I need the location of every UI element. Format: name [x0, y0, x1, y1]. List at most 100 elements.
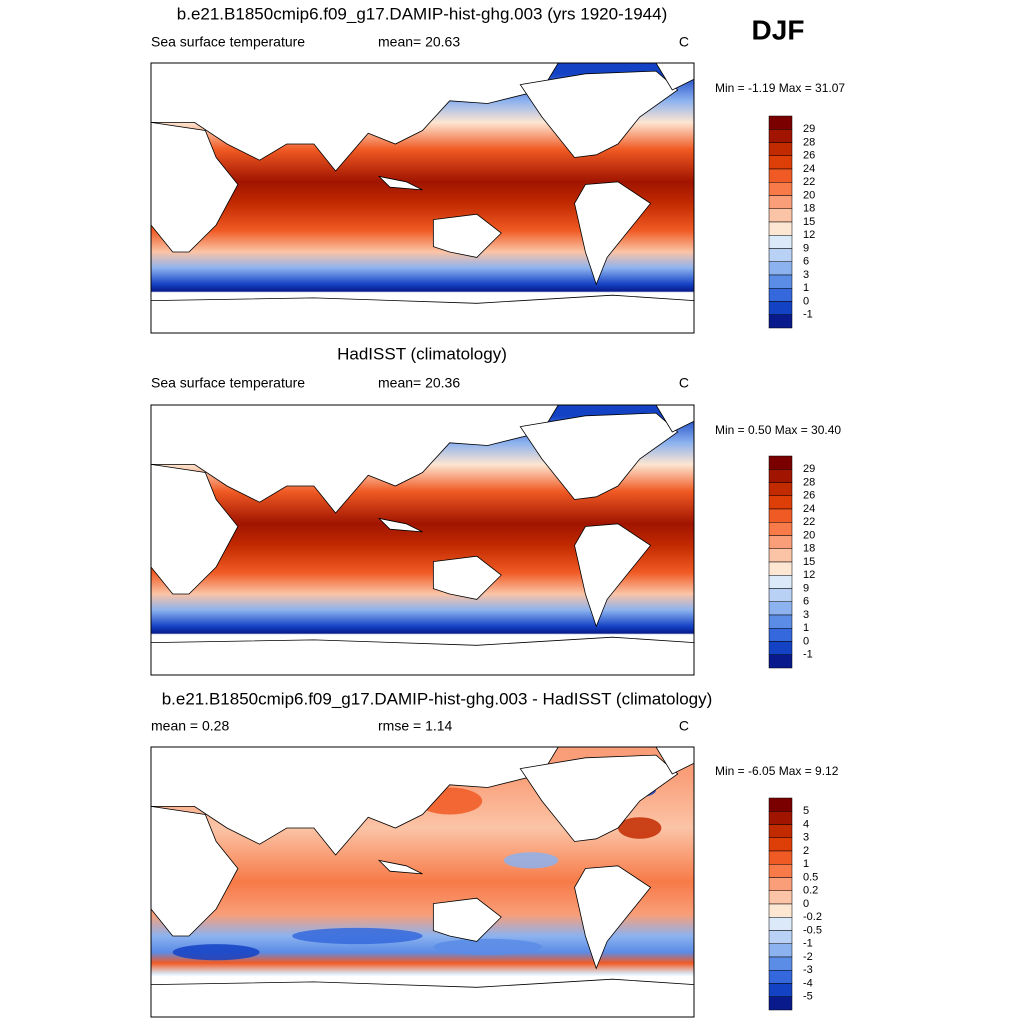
land	[519, 754, 679, 842]
panel-title: b.e21.B1850cmip6.f09_g17.DAMIP-hist-ghg.…	[162, 689, 713, 708]
anomaly-patch	[503, 852, 559, 869]
colorbar-box	[768, 943, 793, 958]
colorbar-box	[768, 301, 793, 315]
colorbar-box	[768, 208, 793, 223]
colorbar-label: 6	[803, 596, 809, 608]
colorbar-label: 18	[803, 203, 815, 215]
colorbar-box	[768, 455, 793, 470]
colorbar-label: 1	[803, 858, 809, 870]
min-max: Min = 0.50 Max = 30.40	[715, 423, 841, 437]
land	[519, 412, 679, 500]
colorbar-box	[768, 182, 793, 196]
colorbar-label: -2	[803, 951, 813, 963]
colorbar-label: 28	[803, 136, 815, 148]
colorbar-label: 18	[803, 543, 815, 555]
land	[574, 181, 652, 286]
colorbar-label: 12	[803, 569, 815, 581]
land	[432, 213, 502, 258]
season-label: DJF	[752, 14, 805, 45]
colorbar-box	[768, 614, 793, 629]
colorbar-label: 2	[803, 845, 809, 857]
colorbar-label: 29	[803, 123, 815, 135]
colorbar-label: -4	[803, 977, 813, 989]
land	[150, 404, 559, 514]
colorbar-box	[768, 548, 793, 563]
colorbar-box	[768, 248, 793, 262]
colorbar-label: 3	[803, 269, 809, 281]
colorbar-box	[768, 956, 793, 971]
colorbar-label: 3	[803, 832, 809, 844]
colorbar-label: 24	[803, 163, 815, 175]
colorbar-label: -1	[803, 938, 813, 950]
land	[150, 746, 559, 856]
panel-title: HadISST (climatology)	[337, 344, 507, 363]
land	[150, 62, 559, 172]
colorbar-label: 0	[803, 295, 809, 307]
colorbar-box	[768, 877, 793, 891]
colorbar-box	[768, 996, 793, 1011]
anomaly-patch	[172, 944, 260, 961]
colorbar-box	[768, 824, 793, 838]
colorbar-box	[768, 588, 793, 602]
land	[574, 865, 652, 970]
left-label: Sea surface temperature	[151, 34, 305, 50]
colorbar-label: -5	[803, 991, 813, 1003]
colorbar-box	[768, 261, 793, 276]
colorbar-label: 6	[803, 256, 809, 268]
unit-label: C	[679, 34, 689, 50]
colorbar-label: 24	[803, 503, 815, 515]
land	[150, 805, 239, 937]
colorbar-box	[768, 274, 793, 289]
colorbar-box	[768, 115, 793, 130]
colorbar-box	[768, 850, 793, 865]
colorbar-box	[768, 797, 793, 812]
colorbar-box	[768, 535, 793, 549]
colorbar-box	[768, 469, 793, 483]
colorbar-label: 4	[803, 818, 809, 830]
colorbar-box	[768, 864, 793, 878]
anomaly-patch	[433, 938, 542, 955]
colorbar-box	[768, 221, 793, 236]
colorbar-box	[768, 155, 793, 170]
colorbar-label: 22	[803, 516, 815, 528]
colorbar-box	[768, 314, 793, 329]
colorbar-label: -0.5	[803, 924, 822, 936]
colorbar-box	[768, 482, 793, 496]
colorbar-label: 1	[803, 622, 809, 634]
colorbar-box	[768, 811, 793, 825]
center-label: rmse = 1.14	[378, 718, 453, 734]
colorbar-box	[768, 903, 793, 918]
land	[574, 523, 652, 628]
unit-label: C	[679, 718, 689, 734]
colorbar-box	[768, 235, 793, 249]
colorbar-label: 0.5	[803, 871, 818, 883]
colorbar-label: 0.2	[803, 885, 818, 897]
min-max: Min = -1.19 Max = 31.07	[715, 81, 845, 95]
land	[377, 517, 423, 533]
anomaly-patch	[617, 817, 662, 839]
colorbar-box	[768, 970, 793, 984]
colorbar-label: -1	[803, 649, 813, 661]
land	[432, 555, 502, 600]
colorbar-label: 29	[803, 463, 815, 475]
colorbar-box	[768, 601, 793, 616]
map-frame	[150, 62, 695, 334]
colorbar-box	[768, 561, 793, 576]
colorbar-box	[768, 195, 793, 209]
colorbar-label: 1	[803, 282, 809, 294]
colorbar-label: -1	[803, 309, 813, 321]
land	[377, 175, 423, 191]
map-frame	[150, 746, 695, 1018]
center-label: mean= 20.36	[378, 375, 460, 391]
colorbar-label: 26	[803, 150, 815, 162]
left-label: mean = 0.28	[151, 718, 229, 734]
colorbar-box	[768, 930, 793, 944]
land	[432, 897, 502, 942]
colorbar-box	[768, 288, 793, 302]
anomaly-patch	[292, 927, 423, 945]
land	[519, 70, 679, 158]
min-max: Min = -6.05 Max = 9.12	[715, 764, 839, 778]
colorbar-label: 0	[803, 635, 809, 647]
colorbar-box	[768, 168, 793, 183]
